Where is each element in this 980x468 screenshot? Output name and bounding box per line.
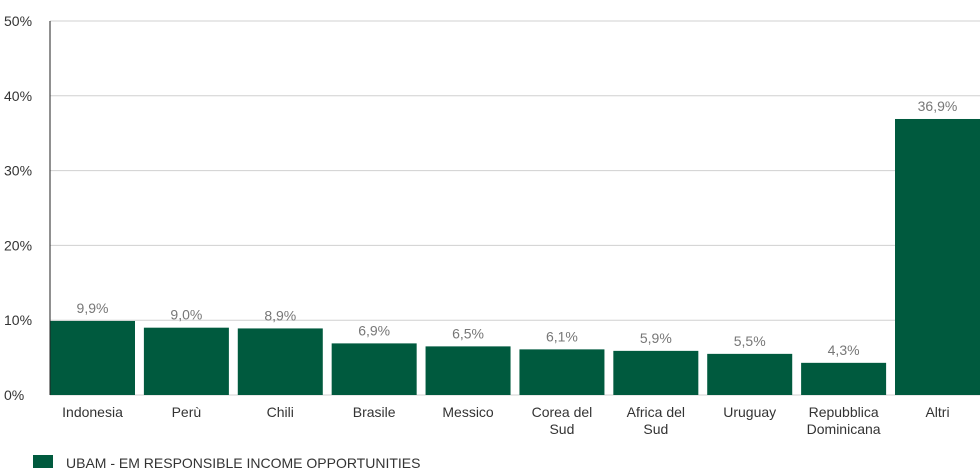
category-label: Sud [549, 421, 574, 437]
category-label: Africa del [627, 404, 685, 420]
bar [237, 328, 323, 395]
data-label: 5,5% [734, 333, 766, 349]
y-tick-label: 30% [4, 163, 32, 179]
legend: UBAM - EM RESPONSIBLE INCOME OPPORTUNITI… [33, 455, 420, 468]
bar [613, 350, 699, 395]
category-label: Dominicana [807, 421, 881, 437]
y-tick-label: 40% [4, 88, 32, 104]
data-label: 5,9% [640, 330, 672, 346]
y-tick-label: 20% [4, 237, 32, 253]
y-axis-ticks: 0% 10% 20% 30% 40% 50% [4, 13, 32, 403]
data-label: 6,5% [452, 325, 484, 341]
bar [425, 346, 511, 395]
bars [50, 118, 980, 395]
legend-swatch [33, 455, 53, 468]
legend-label: UBAM - EM RESPONSIBLE INCOME OPPORTUNITI… [66, 455, 420, 468]
y-tick-label: 10% [4, 312, 32, 328]
category-label: Perù [172, 404, 202, 420]
data-label: 4,3% [828, 342, 860, 358]
data-label: 36,9% [918, 98, 958, 114]
data-labels: 9,9% 9,0% 8,9% 6,9% 6,5% 6,1% 5,9% 5,5% 4,3% 36,9… [77, 98, 958, 358]
bar [801, 362, 887, 395]
data-label: 8,9% [264, 307, 296, 323]
bar [50, 320, 135, 395]
bar [143, 327, 229, 395]
bar [519, 349, 605, 395]
bar [707, 353, 793, 395]
category-label: Repubblica [809, 404, 879, 420]
category-label: Corea del [532, 404, 593, 420]
data-label: 9,9% [77, 300, 109, 316]
bar [895, 118, 980, 395]
category-label: Uruguay [723, 404, 776, 420]
category-label: Sud [643, 421, 668, 437]
data-label: 6,1% [546, 328, 578, 344]
category-label: Altri [925, 404, 949, 420]
data-label: 6,9% [358, 322, 390, 338]
category-labels: Indonesia Perù Chili Brasile Messico Corea de… [62, 404, 949, 437]
y-tick-label: 50% [4, 13, 32, 29]
y-tick-label: 0% [4, 387, 24, 403]
data-label: 9,0% [170, 307, 202, 323]
category-label: Messico [442, 404, 494, 420]
category-label: Brasile [353, 404, 396, 420]
bar [331, 343, 417, 395]
category-label: Chili [267, 404, 294, 420]
category-label: Indonesia [62, 404, 123, 420]
